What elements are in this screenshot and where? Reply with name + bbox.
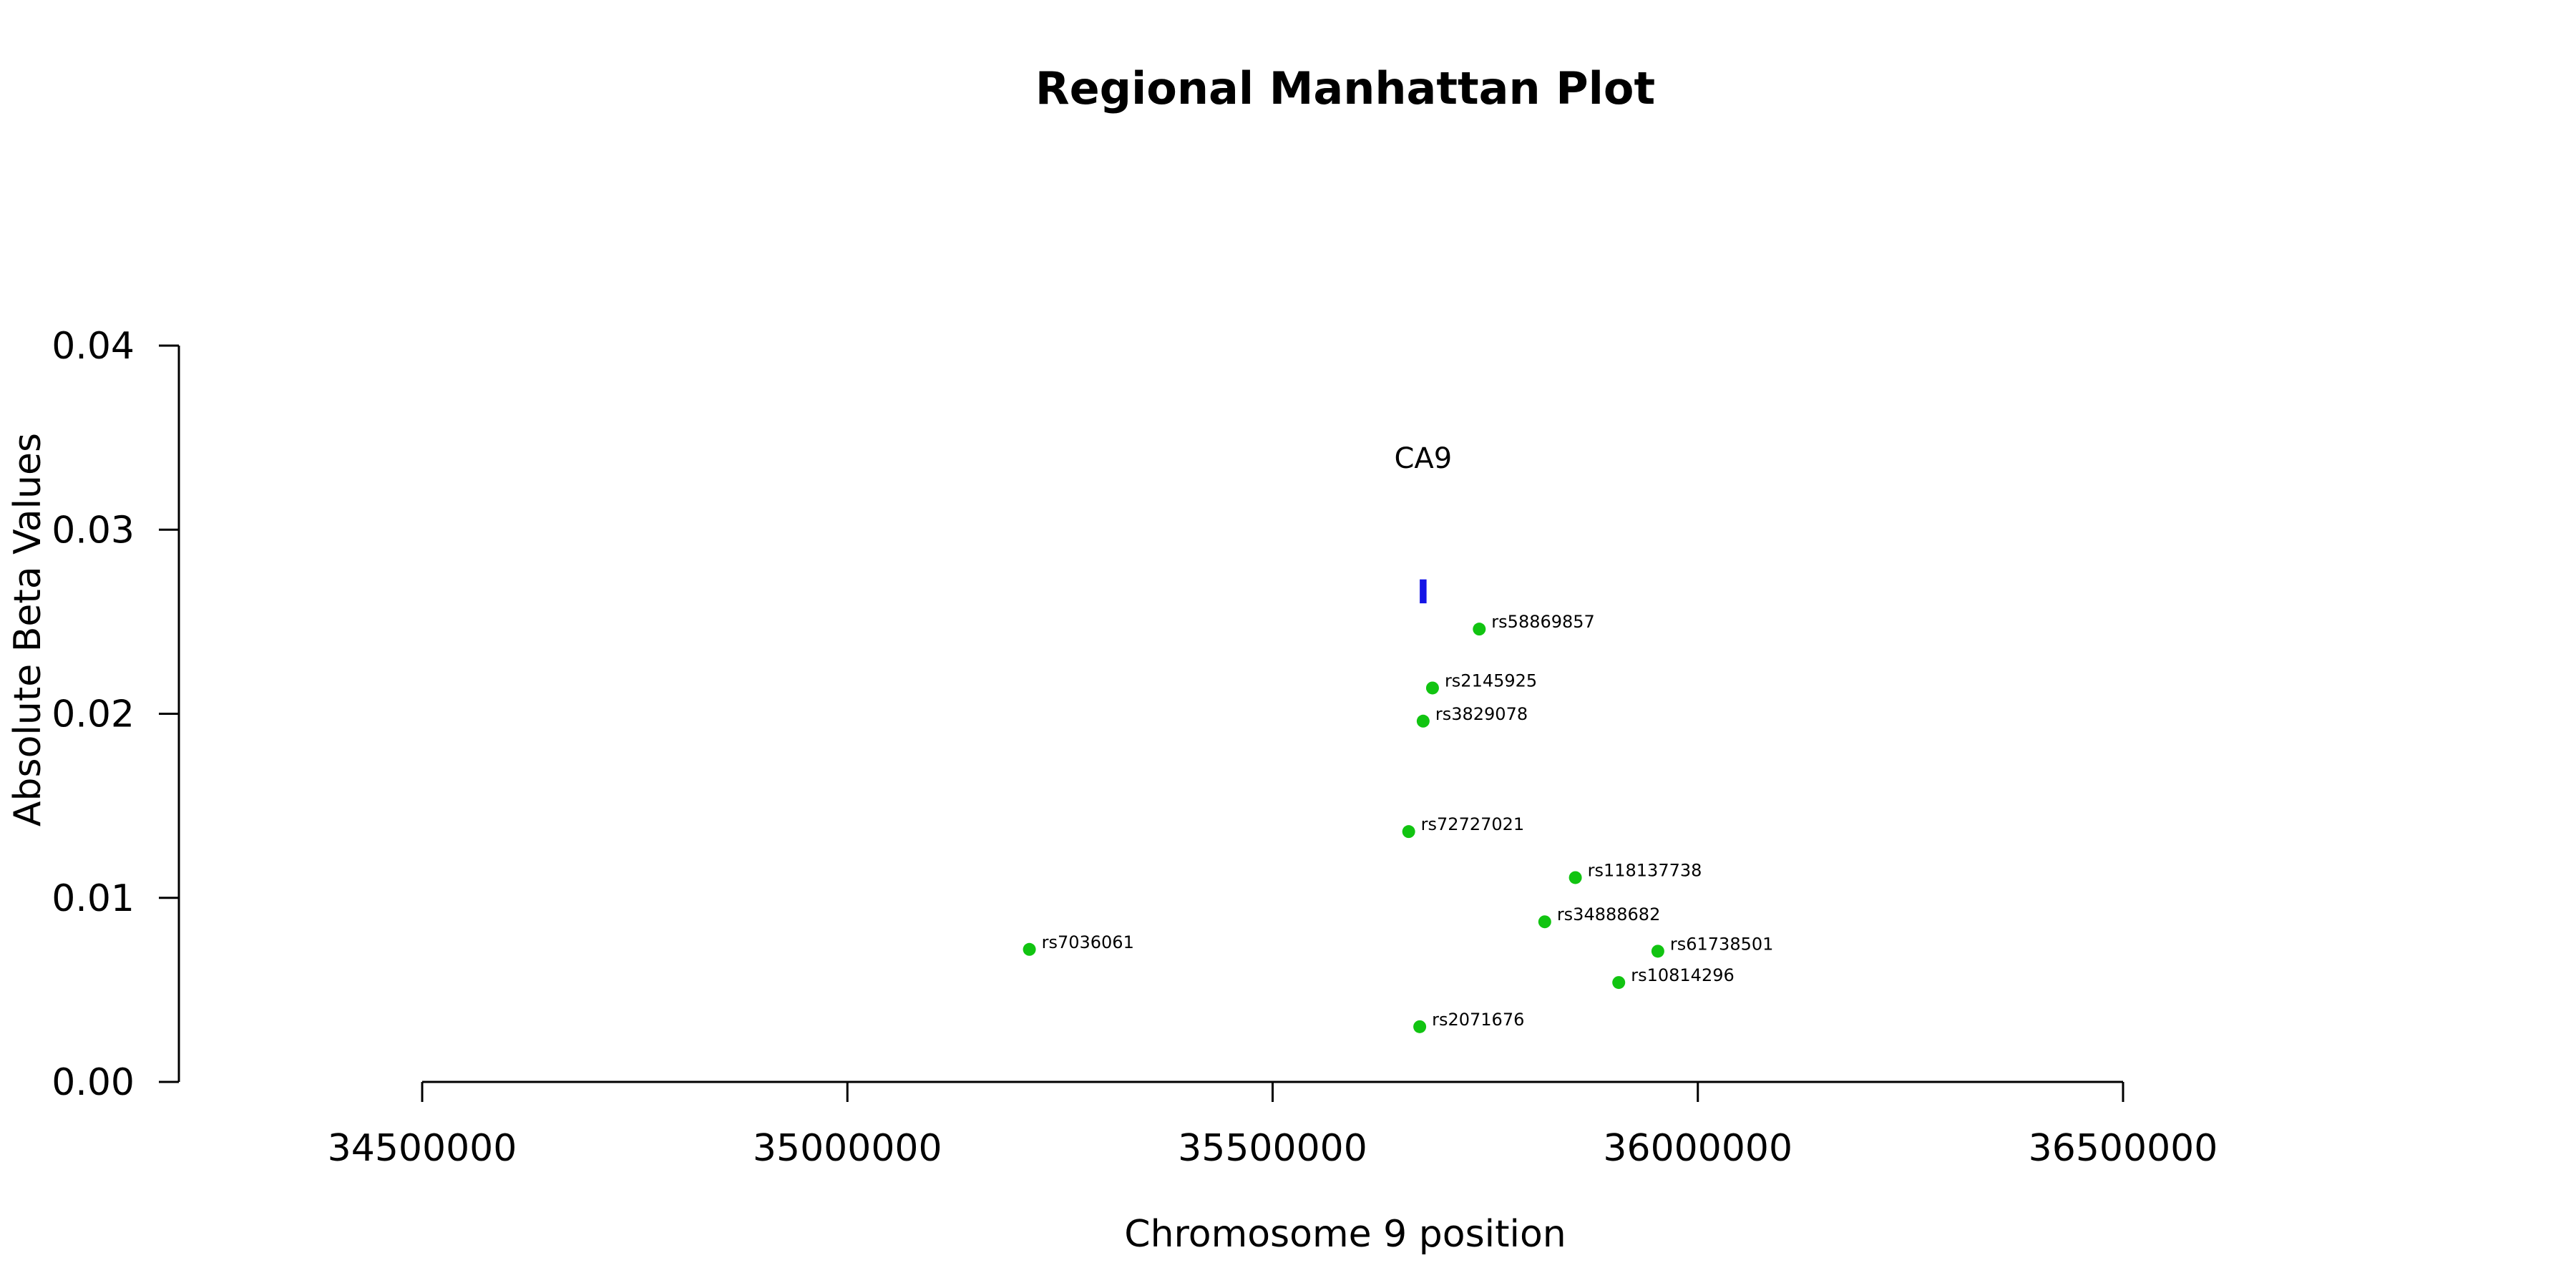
snp-points: rs58869857 rs2145925 rs3829078 rs72727021 rs…	[1023, 612, 1774, 1033]
snp-label: rs34888682	[1557, 904, 1661, 924]
snp-label: rs118137738	[1588, 860, 1702, 880]
snp-point	[1473, 623, 1486, 636]
x-axis: 34500000 35000000 35500000 36000000 36500000	[328, 1080, 2218, 1170]
x-tick-label: 36500000	[2029, 1127, 2218, 1170]
snp-point	[1612, 976, 1626, 990]
chart-title: Regional Manhattan Plot	[1035, 62, 1655, 114]
gene-bar	[1420, 579, 1427, 604]
snp-label: rs7036061	[1042, 932, 1134, 952]
x-tick-label: 34500000	[328, 1127, 517, 1170]
x-tick-label: 35000000	[753, 1127, 942, 1170]
snp-point	[1402, 825, 1415, 839]
snp-label: rs58869857	[1491, 612, 1595, 632]
snp-label: rs10814296	[1631, 965, 1735, 985]
snp-point	[1023, 942, 1036, 956]
snp-label: rs2145925	[1445, 670, 1537, 691]
snp-point	[1651, 945, 1664, 958]
snp-point	[1425, 681, 1439, 695]
y-tick-label: 0.04	[52, 325, 135, 368]
x-axis-label: Chromosome 9 position	[1124, 1213, 1566, 1256]
snp-label: rs72727021	[1421, 814, 1525, 834]
snp-point	[1538, 915, 1551, 929]
x-tick-label: 36000000	[1603, 1127, 1792, 1170]
y-tick-label: 0.01	[52, 877, 135, 920]
gene-track: CA9	[1394, 442, 1452, 604]
snp-point	[1413, 1020, 1427, 1033]
y-tick-label: 0.02	[52, 693, 135, 736]
y-axis: 0.00 0.01 0.02 0.03 0.04	[52, 325, 180, 1104]
gene-label: CA9	[1394, 442, 1452, 475]
y-tick-label: 0.00	[52, 1061, 135, 1104]
x-tick-label: 35500000	[1178, 1127, 1367, 1170]
snp-label: rs3829078	[1435, 704, 1528, 724]
snp-label: rs2071676	[1432, 1010, 1524, 1030]
snp-point	[1416, 714, 1430, 728]
snp-label: rs61738501	[1670, 934, 1774, 954]
snp-point	[1568, 871, 1582, 884]
y-axis-label: Absolute Beta Values	[6, 433, 49, 826]
y-tick-label: 0.03	[52, 509, 135, 552]
